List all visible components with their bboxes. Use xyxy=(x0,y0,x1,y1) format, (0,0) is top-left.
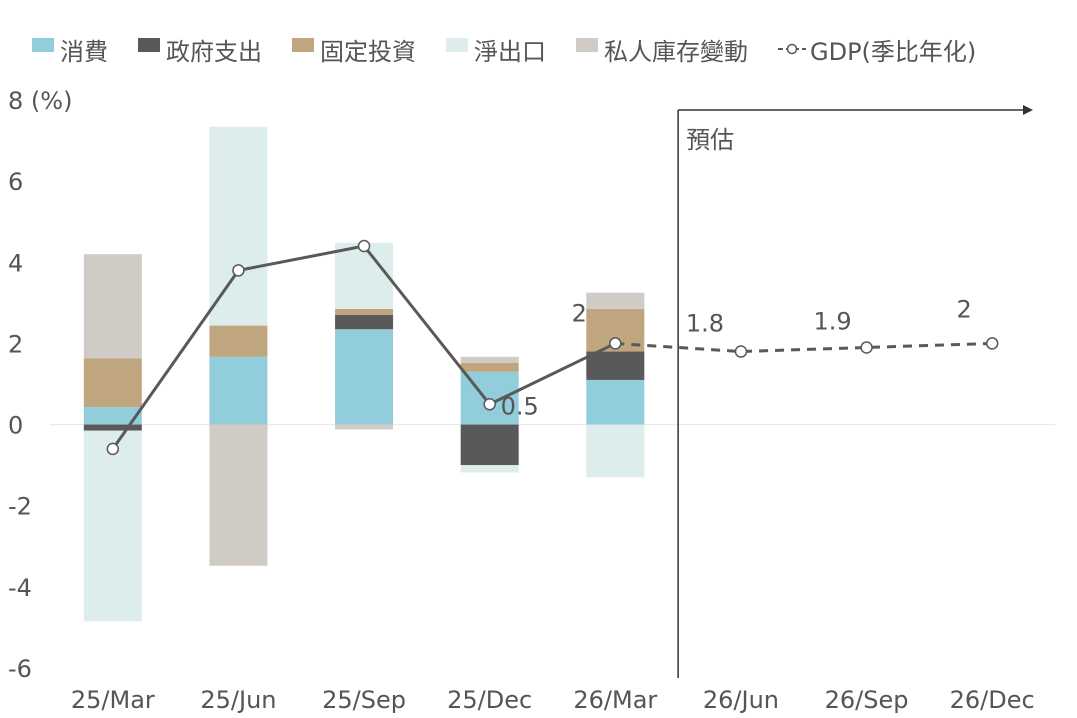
legend-label: 固定投資 xyxy=(320,38,416,66)
bar-segment xyxy=(460,465,519,473)
legend-swatch xyxy=(32,38,54,52)
bar-segment xyxy=(83,424,142,431)
stacked-bars xyxy=(83,126,645,622)
legend-swatch xyxy=(292,38,314,52)
gdp-point xyxy=(860,341,873,354)
y-axis: -6 -4 -2 0 2 4 6 8 (%) xyxy=(8,87,72,683)
gdp-line: 0.5 2 1.8 1.9 2 xyxy=(106,239,999,456)
forecast-label: 預估 xyxy=(686,126,734,154)
bar-segment xyxy=(209,356,268,425)
bar-segment xyxy=(83,407,142,425)
legend-swatch xyxy=(446,38,468,52)
gdp-data-label: 2 xyxy=(957,295,972,323)
bar-segment xyxy=(335,242,394,309)
bar-segment xyxy=(335,329,394,425)
x-tick-label: 25/Mar xyxy=(71,686,155,714)
gdp-forecast-line xyxy=(615,341,993,354)
y-tick-label: 2 xyxy=(8,330,23,358)
bar-segment xyxy=(335,424,394,430)
legend-gdp-marker xyxy=(786,43,798,55)
legend-swatch xyxy=(576,38,598,52)
y-tick-label: 8 (%) xyxy=(8,87,72,115)
y-tick-label: -6 xyxy=(8,655,32,683)
legend: 消費 政府支出 固定投資 淨出口 私人庫存變動 GDP(季比年化) xyxy=(32,38,976,66)
bar-segment xyxy=(460,356,519,363)
gdp-point xyxy=(106,442,120,456)
x-tick-label: 26/Jun xyxy=(703,686,779,714)
forecast-arrowhead xyxy=(1023,105,1033,115)
gdp-point xyxy=(483,398,496,411)
x-tick-label: 25/Dec xyxy=(447,686,532,714)
bar-segment xyxy=(83,430,142,622)
forecast-marker: 預估 xyxy=(677,105,1033,678)
legend-swatch xyxy=(138,38,160,52)
y-tick-label: 6 xyxy=(8,168,23,196)
gdp-point xyxy=(609,337,622,350)
gdp-data-label: 0.5 xyxy=(501,392,539,420)
x-axis: 25/Mar 25/Jun 25/Sep 25/Dec 26/Mar 26/Jun 26/S… xyxy=(71,686,1035,714)
y-tick-label: 0 xyxy=(8,412,23,440)
bar-segment xyxy=(83,254,142,359)
bar-segment xyxy=(586,379,645,425)
gdp-point xyxy=(985,337,999,350)
x-tick-label: 25/Sep xyxy=(322,686,406,714)
gdp-point xyxy=(734,345,748,358)
gdp-data-label: 1.9 xyxy=(813,307,851,335)
bar-segment xyxy=(209,325,268,357)
gdp-point xyxy=(357,239,371,253)
legend-label: 私人庫存變動 xyxy=(604,38,748,66)
gdp-point xyxy=(232,264,245,277)
bar-segment xyxy=(335,308,394,316)
y-tick-label: 4 xyxy=(8,249,23,277)
bar-segment xyxy=(209,126,268,326)
x-tick-label: 26/Mar xyxy=(573,686,657,714)
legend-label: 淨出口 xyxy=(474,38,546,66)
bar-segment xyxy=(460,362,519,372)
gdp-data-label: 2 xyxy=(572,299,587,327)
x-tick-label: 25/Jun xyxy=(200,686,276,714)
bar-segment xyxy=(335,315,394,330)
x-tick-label: 26/Sep xyxy=(825,686,909,714)
bar-segment xyxy=(586,351,645,380)
bar-segment xyxy=(460,424,519,466)
bar-segment xyxy=(586,424,645,478)
y-tick-label: -4 xyxy=(8,574,32,602)
bar-segment xyxy=(586,292,645,309)
legend-label: GDP(季比年化) xyxy=(810,38,976,66)
bar-segment xyxy=(209,424,268,566)
bar-segment xyxy=(83,358,142,408)
legend-label: 消費 xyxy=(60,38,108,66)
x-tick-label: 26/Dec xyxy=(950,686,1035,714)
legend-label: 政府支出 xyxy=(166,38,262,66)
y-tick-label: -2 xyxy=(8,493,32,521)
gdp-data-label: 1.8 xyxy=(686,310,724,338)
